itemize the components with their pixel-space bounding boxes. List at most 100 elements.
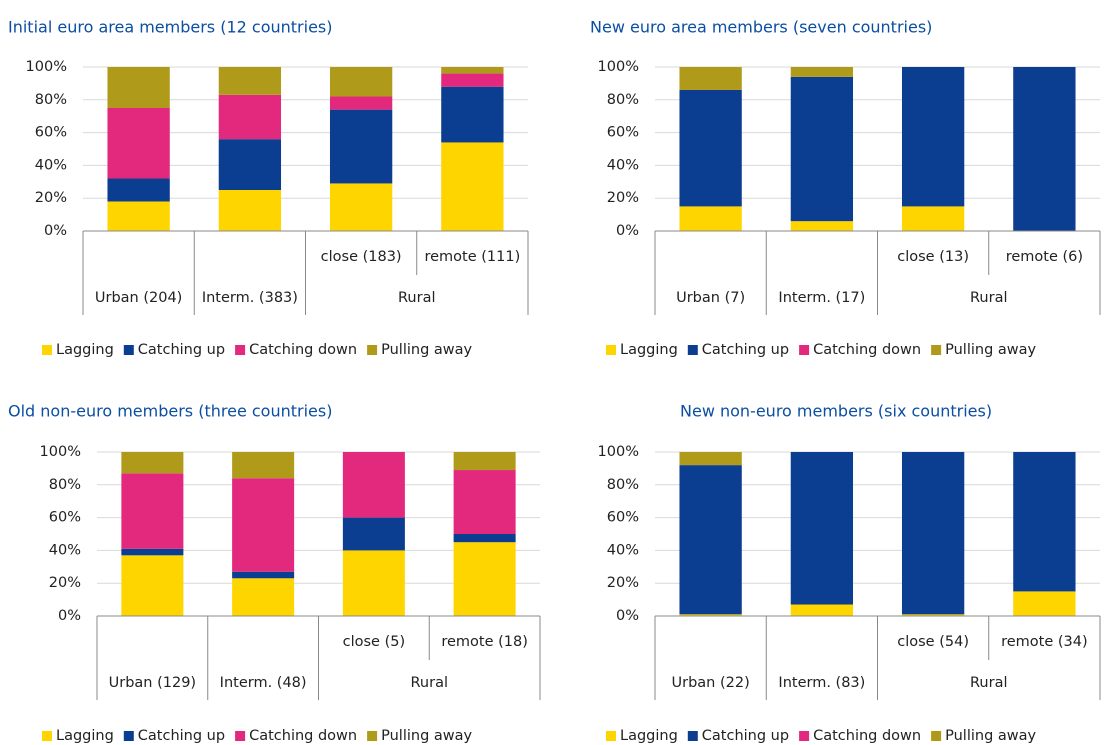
bar-segment — [679, 89, 742, 207]
bar-segment — [679, 465, 742, 615]
category-group-label: Rural — [411, 675, 449, 691]
x-tick-label: Urban (129) — [109, 675, 196, 691]
bar-segment — [441, 67, 504, 74]
x-tick-label: remote (111) — [424, 249, 520, 265]
y-tick-label: 80% — [49, 477, 81, 493]
bar-segment — [679, 614, 742, 616]
legend-label: Lagging — [56, 342, 114, 358]
bar-segment — [679, 452, 742, 466]
bar-segment — [790, 67, 854, 77]
legend-label: Catching up — [138, 342, 225, 358]
x-tick-label: close (13) — [897, 249, 969, 265]
bar-segment — [1013, 452, 1076, 592]
bar-segment — [1013, 67, 1076, 231]
bar-segment — [107, 67, 170, 108]
x-tick-label: Urban (22) — [672, 675, 750, 691]
legend-swatch — [235, 345, 246, 355]
legend-swatch — [931, 345, 942, 355]
bar-segment — [232, 478, 295, 572]
bar-segment — [679, 206, 742, 231]
legend-label: Catching down — [249, 342, 357, 358]
category-group-label: Rural — [970, 290, 1008, 306]
x-tick-label: Interm. (383) — [202, 290, 298, 306]
x-tick-label: remote (34) — [1001, 634, 1088, 650]
y-tick-label: 40% — [607, 157, 639, 173]
bar-segment — [342, 452, 405, 518]
x-tick-label: remote (18) — [441, 634, 528, 650]
category-group-label: Rural — [970, 675, 1008, 691]
bar-segment — [218, 94, 282, 140]
legend-label: Lagging — [56, 728, 114, 744]
legend-swatch — [799, 345, 810, 355]
bar-segment — [107, 201, 170, 231]
bar-segment — [790, 221, 854, 231]
x-tick-label: close (5) — [343, 634, 406, 650]
bar-segment — [121, 548, 184, 556]
legend-swatch — [606, 345, 616, 355]
bar-segment — [218, 190, 282, 231]
bar-segment — [453, 534, 516, 543]
x-tick-label: close (183) — [321, 249, 402, 265]
legend-label: Pulling away — [381, 728, 472, 744]
legend-swatch — [367, 731, 378, 741]
legend-label: Pulling away — [381, 342, 472, 358]
x-tick-label: Interm. (48) — [220, 675, 307, 691]
y-tick-label: 40% — [607, 542, 639, 558]
bar-segment — [232, 452, 295, 479]
bar-segment — [453, 452, 516, 471]
x-tick-label: Urban (204) — [95, 290, 182, 306]
y-tick-label: 60% — [49, 510, 81, 526]
bar-segment — [232, 578, 295, 616]
y-tick-label: 60% — [35, 125, 67, 141]
y-tick-label: 80% — [607, 92, 639, 108]
chart-title: Initial euro area members (12 countries) — [8, 18, 333, 37]
y-tick-label: 40% — [35, 157, 67, 173]
legend-label: Catching up — [138, 728, 225, 744]
legend-swatch — [931, 731, 942, 741]
y-tick-label: 100% — [26, 59, 67, 75]
legend-label: Pulling away — [945, 342, 1036, 358]
bar-segment — [329, 67, 393, 97]
bar-segment — [342, 517, 405, 551]
chart-title: Old non-euro members (three countries) — [8, 402, 332, 421]
y-tick-label: 20% — [607, 190, 639, 206]
bar-segment — [107, 108, 170, 179]
bar-segment — [342, 550, 405, 616]
bar-segment — [107, 178, 170, 202]
bar-segment — [901, 452, 965, 615]
bar-segment — [121, 452, 184, 474]
y-tick-label: 100% — [40, 444, 81, 460]
x-tick-label: Interm. (17) — [778, 290, 865, 306]
legend-swatch — [687, 345, 698, 355]
bar-segment — [901, 614, 965, 616]
bar-segment — [679, 67, 742, 90]
bar-segment — [329, 109, 393, 184]
legend-swatch — [367, 345, 378, 355]
legend-label: Lagging — [620, 342, 678, 358]
bar-segment — [218, 67, 282, 95]
y-tick-label: 60% — [607, 510, 639, 526]
y-tick-label: 60% — [607, 125, 639, 141]
category-group-label: Rural — [398, 290, 436, 306]
y-tick-label: 20% — [607, 575, 639, 591]
legend-label: Catching down — [249, 728, 357, 744]
legend-swatch — [235, 731, 246, 741]
bar-segment — [453, 470, 516, 534]
y-tick-label: 80% — [35, 92, 67, 108]
bar-segment — [329, 183, 393, 231]
bar-segment — [441, 73, 504, 87]
x-tick-label: Urban (7) — [676, 290, 745, 306]
y-tick-label: 100% — [598, 59, 639, 75]
bar-segment — [790, 76, 854, 222]
y-tick-label: 40% — [49, 542, 81, 558]
legend-label: Catching down — [813, 728, 921, 744]
legend-swatch — [687, 731, 698, 741]
legend-swatch — [123, 345, 134, 355]
y-tick-label: 0% — [58, 608, 81, 624]
y-tick-label: 20% — [35, 190, 67, 206]
y-tick-label: 100% — [598, 444, 639, 460]
bar-segment — [218, 139, 282, 190]
legend-swatch — [606, 731, 616, 741]
legend-swatch — [42, 345, 52, 355]
